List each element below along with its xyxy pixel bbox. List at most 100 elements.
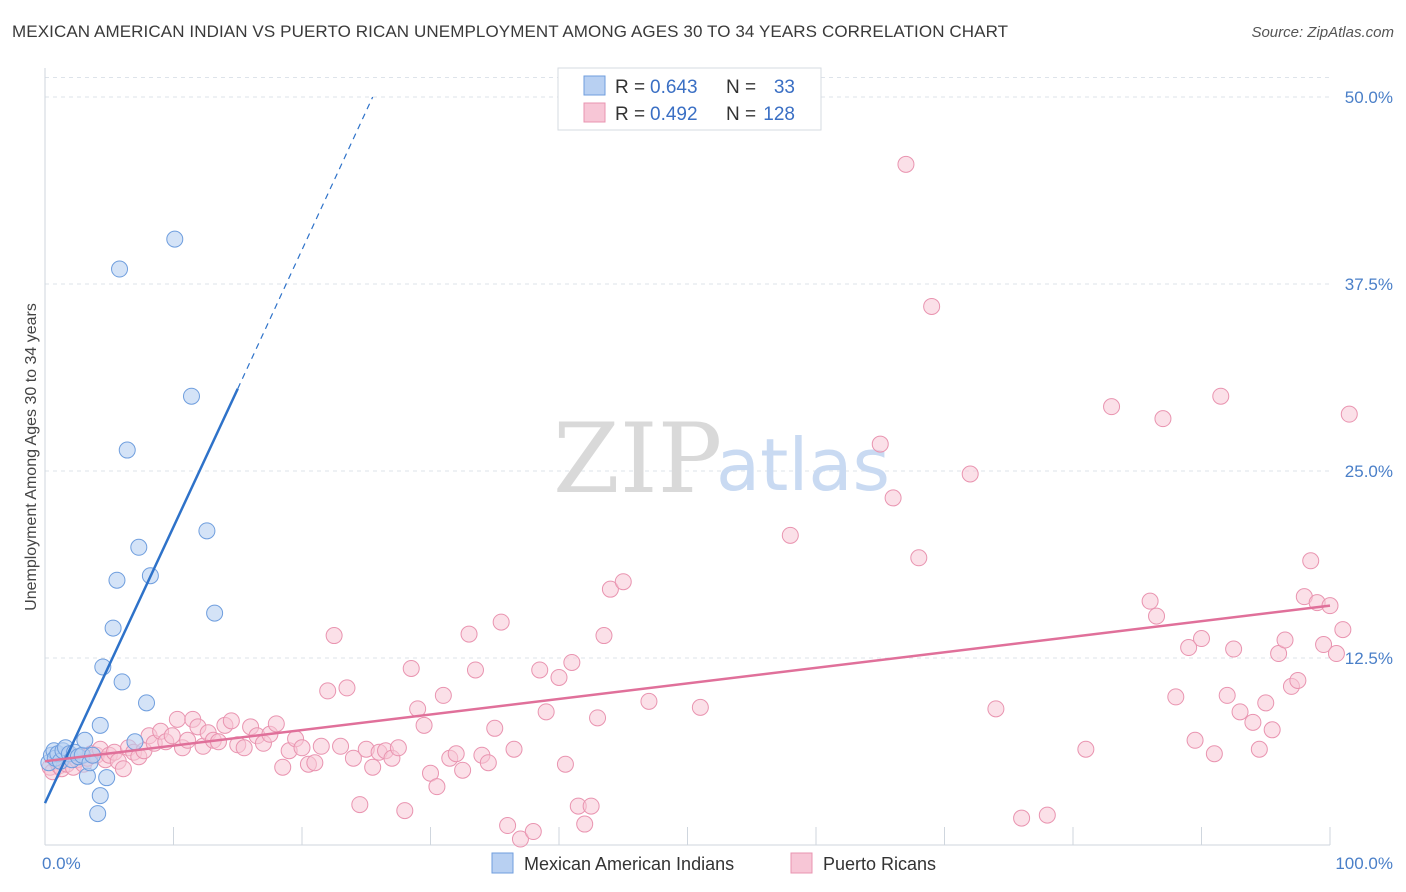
blue-point-17	[89, 805, 107, 823]
bottom-legend-swatch-pink	[790, 852, 813, 874]
y-tick-label-3: 50.0%	[1345, 88, 1393, 107]
blue-point-18	[91, 787, 109, 805]
pink-point-97	[601, 580, 619, 598]
trend-line-blue-extension	[237, 96, 374, 389]
watermark-zip: ZIP	[553, 403, 722, 515]
blue-point-22	[104, 619, 122, 637]
pink-point-83	[499, 817, 517, 835]
pink-point-55	[319, 682, 337, 700]
pink-point-138	[1327, 645, 1345, 663]
legend: R = 0.643 N = 33 R = 0.492 N = 128	[557, 67, 822, 131]
pink-point-29	[163, 727, 181, 745]
pink-point-58	[338, 679, 356, 697]
blue-point-21	[91, 716, 109, 734]
legend-r-value-2: 0.492	[650, 104, 698, 125]
pink-point-20	[114, 760, 132, 778]
pink-point-105	[910, 549, 928, 567]
pink-point-54	[312, 737, 330, 755]
blue-point-23	[108, 571, 126, 589]
legend-swatch-pink	[583, 102, 606, 123]
x-axis-ticks	[44, 827, 1331, 845]
bottom-legend-label-2: Puerto Ricans	[823, 854, 936, 874]
blue-point-20	[98, 769, 116, 787]
pink-point-85	[511, 830, 529, 848]
pink-point-60	[351, 796, 369, 814]
legend-r-value-1: 0.643	[650, 77, 698, 98]
pink-point-40	[222, 712, 240, 730]
legend-swatch-blue	[583, 75, 606, 96]
legend-n-value-1: 33	[774, 77, 795, 98]
pink-point-75	[447, 745, 465, 763]
pink-point-56	[325, 627, 343, 645]
series-puerto-ricans-points	[41, 155, 1358, 848]
blue-point-33	[206, 604, 224, 622]
pink-point-121	[1212, 387, 1230, 405]
trend-lines	[43, 96, 1331, 804]
bottom-legend: Mexican American Indians Puerto Ricans	[491, 852, 936, 874]
pink-point-128	[1263, 721, 1281, 739]
blue-point-24	[111, 260, 129, 278]
pink-point-124	[1231, 703, 1249, 721]
pink-point-30	[168, 710, 186, 728]
pink-point-68	[402, 659, 420, 677]
pink-point-80	[479, 754, 497, 772]
pink-point-115	[1154, 410, 1172, 428]
pink-point-67	[396, 802, 414, 820]
pink-point-136	[1315, 636, 1333, 654]
pink-point-132	[1289, 671, 1307, 689]
pink-point-116	[1167, 688, 1185, 706]
pink-point-73	[434, 686, 452, 704]
watermark-atlas: atlas	[716, 423, 890, 507]
pink-point-94	[582, 797, 600, 815]
blue-point-31	[182, 387, 200, 405]
pink-point-113	[1141, 592, 1159, 610]
pink-point-86	[524, 823, 542, 841]
bottom-legend-label-1: Mexican American Indians	[524, 854, 734, 874]
legend-r-label-1: R =	[615, 77, 650, 98]
pink-point-57	[332, 737, 350, 755]
gridlines	[45, 77, 1330, 659]
pink-point-91	[563, 653, 581, 671]
pink-point-101	[781, 526, 799, 544]
y-axis-tick-labels: 12.5% 25.0% 37.5% 50.0%	[1345, 88, 1393, 668]
pink-point-88	[537, 703, 555, 721]
pink-point-111	[1077, 740, 1095, 758]
blue-point-34	[126, 733, 144, 751]
pink-point-76	[454, 761, 472, 779]
blue-point-27	[130, 538, 148, 556]
bottom-legend-swatch-blue	[491, 852, 514, 874]
blue-point-28	[138, 694, 156, 712]
pink-point-109	[1013, 809, 1031, 827]
pink-point-95	[589, 709, 607, 727]
pink-point-120	[1205, 745, 1223, 763]
pink-point-78	[466, 661, 484, 679]
pink-point-51	[293, 739, 311, 757]
pink-point-102	[871, 435, 889, 453]
pink-point-99	[640, 692, 658, 710]
trend-line-pink	[44, 604, 1331, 763]
trend-line-blue	[43, 388, 239, 804]
pink-point-87	[531, 661, 549, 679]
pink-point-48	[274, 758, 292, 776]
pink-point-107	[961, 465, 979, 483]
pink-point-90	[556, 755, 574, 773]
y-axis-label: Unemployment Among Ages 30 to 34 years	[23, 303, 40, 611]
pink-point-114	[1148, 607, 1166, 625]
pink-point-125	[1244, 713, 1262, 731]
pink-point-134	[1302, 552, 1320, 570]
pink-point-89	[550, 668, 568, 686]
x-tick-label-min: 0.0%	[42, 854, 81, 873]
pink-point-112	[1103, 398, 1121, 416]
series-mexican-american-indians-points	[40, 230, 224, 823]
pink-point-42	[235, 739, 253, 757]
pink-point-47	[267, 715, 285, 733]
pink-point-127	[1257, 694, 1275, 712]
legend-n-label-1: N =	[726, 77, 761, 98]
legend-r-label-2: R =	[615, 104, 650, 125]
pink-point-103	[884, 489, 902, 507]
pink-point-84	[505, 740, 523, 758]
x-tick-label-max: 100.0%	[1335, 854, 1393, 873]
y-tick-label-1: 25.0%	[1345, 462, 1393, 481]
pink-point-62	[364, 758, 382, 776]
